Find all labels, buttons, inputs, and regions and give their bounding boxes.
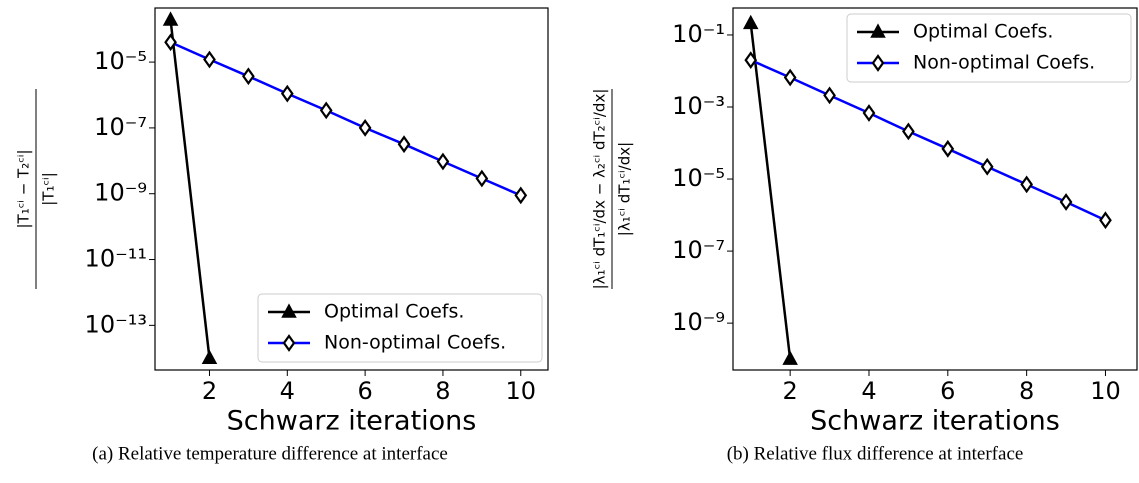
marker (744, 51, 758, 70)
marker (514, 186, 528, 205)
y-tick-label: 10⁻⁹ (672, 308, 725, 336)
marker (1099, 211, 1112, 230)
x-tick-label: 8 (435, 377, 450, 405)
y-tick-label: 10⁻¹³ (85, 310, 147, 338)
x-tick-label: 8 (1019, 377, 1034, 405)
marker (823, 86, 836, 105)
y-label-numerator: |λ₁ᶜⁱ dT₁ᶜⁱ/dx − λ₂ᶜⁱ dT₂ᶜⁱ/dx| (591, 89, 609, 290)
series-line (749, 23, 792, 360)
marker (475, 169, 489, 188)
marker (358, 119, 372, 137)
series-line (169, 19, 211, 359)
legend-label: Non-optimal Coefs. (324, 332, 506, 354)
marker (164, 33, 177, 52)
legend-label: Non-optimal Coefs. (913, 52, 1095, 74)
y-tick-label: 10⁻⁵ (94, 47, 147, 75)
marker (782, 350, 798, 365)
marker (941, 139, 955, 158)
legend-marker (871, 54, 885, 72)
caption: (a) Relative temperature difference at i… (92, 443, 448, 464)
plot-frame (154, 7, 549, 371)
marker (162, 11, 179, 26)
caption: (b) Relative flux difference at interfac… (727, 443, 1024, 464)
x-tick-label: 2 (783, 377, 798, 405)
marker (902, 122, 915, 141)
x-axis-label: Schwarz iterations (227, 406, 477, 437)
legend-box (846, 13, 1132, 83)
marker (1020, 175, 1033, 194)
marker (742, 14, 759, 30)
y-label-denominator: |T₁ᶜⁱ| (40, 172, 58, 206)
x-tick-label: 4 (861, 377, 876, 405)
legend-marker (281, 303, 297, 318)
marker (436, 152, 450, 171)
y-tick-label: 10⁻⁷ (672, 236, 725, 264)
legend-label: Optimal Coefs. (324, 301, 464, 323)
y-tick-label: 10⁻⁹ (94, 179, 147, 207)
marker (862, 104, 876, 122)
y-tick-label: 10⁻³ (672, 92, 725, 120)
legend-marker (282, 334, 296, 352)
marker (783, 68, 797, 87)
marker (242, 67, 255, 86)
y-axis-label: |T₁ᶜⁱ − T₂ᶜⁱ| |T₁ᶜⁱ| (15, 89, 58, 289)
series-line (750, 58, 1106, 222)
y-tick-label: 10⁻⁵ (672, 164, 725, 192)
marker (1059, 193, 1073, 211)
marker (397, 135, 411, 154)
y-label-numerator: |T₁ᶜⁱ − T₂ᶜⁱ| (15, 149, 33, 228)
plot-frame (732, 7, 1138, 371)
marker (201, 349, 218, 365)
x-tick-label: 6 (940, 377, 955, 405)
series-line (170, 41, 522, 197)
marker (280, 84, 294, 103)
marker (319, 101, 333, 120)
x-axis-label: Schwarz iterations (810, 406, 1060, 437)
marker (980, 157, 994, 176)
x-tick-label: 6 (357, 377, 372, 405)
legend-label: Optimal Coefs. (913, 21, 1053, 43)
y-tick-label: 10⁻¹ (672, 20, 725, 48)
marker (203, 50, 216, 69)
legend-box (257, 293, 543, 363)
y-tick-label: 10⁻⁷ (94, 113, 147, 141)
x-tick-label: 10 (505, 377, 536, 405)
y-tick-label: 10⁻¹¹ (85, 245, 147, 273)
x-tick-label: 4 (280, 377, 295, 405)
x-tick-label: 10 (1090, 377, 1121, 405)
y-label-denominator: |λ₁ᶜⁱ dT₁ᶜⁱ/dx| (616, 142, 634, 236)
y-axis-label: |λ₁ᶜⁱ dT₁ᶜⁱ/dx − λ₂ᶜⁱ dT₂ᶜⁱ/dx| |λ₁ᶜⁱ dT₁… (591, 89, 634, 290)
x-tick-label: 2 (202, 377, 217, 405)
legend-marker (870, 23, 886, 38)
